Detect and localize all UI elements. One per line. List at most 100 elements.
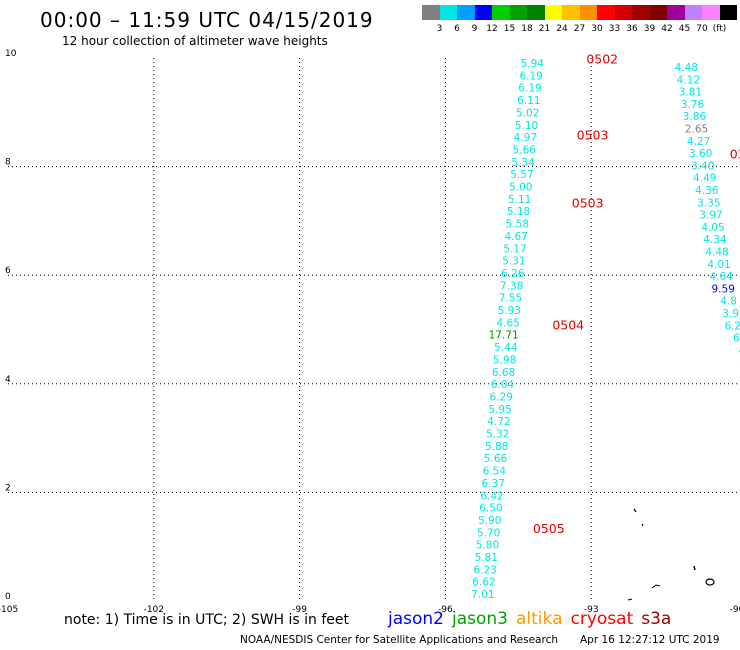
colorbar-label: 42 [661, 24, 673, 34]
swh-value: 5.66 [513, 144, 537, 156]
swh-value: 5.58 [506, 219, 529, 231]
colorbar-label: (ft) [712, 24, 727, 34]
swh-value: 4.34 [703, 234, 727, 246]
footer-note: note: 1) Time is in UTC; 2) SWH is in fe… [64, 612, 350, 628]
y-tick-label: 2 [5, 483, 11, 493]
swh-value: 6.37 [482, 478, 505, 490]
swh-value: 5.34 [511, 157, 535, 169]
colorbar-label: 12 [486, 24, 498, 34]
swh-value: 4.05 [701, 222, 724, 234]
colorbar-swatch [562, 5, 580, 20]
swh-value: 4.01 [707, 259, 730, 271]
time-label: 0502 [586, 51, 618, 66]
colorbar-swatch [614, 5, 632, 20]
swh-value: 3.97 [699, 210, 722, 222]
swh-value: 4.49 [693, 173, 716, 185]
x-tick-label: -105 [0, 605, 18, 615]
x-tick-label: -90 [730, 605, 740, 615]
swh-value: 5.98 [493, 354, 516, 366]
swh-value: 6.42 [480, 490, 503, 502]
swh-value: 4.97 [514, 132, 537, 144]
swh-value: 6.11 [517, 95, 540, 107]
colorbar-label: 27 [573, 24, 586, 34]
swh-value: 6.19 [518, 83, 541, 95]
colorbar-label: 36 [626, 24, 638, 34]
swh-value: 6.2 [724, 320, 740, 332]
coastline [627, 508, 715, 601]
colorbar-label: 39 [643, 24, 656, 34]
satellite-legend-item: jason3 [452, 609, 508, 629]
satellite-legend-item: jason2 [388, 609, 444, 629]
x-tick-label: -96 [438, 605, 453, 615]
y-tick-label: 10 [5, 49, 17, 59]
y-tick-label: 6 [5, 266, 11, 276]
swh-value: 4.8 [720, 296, 737, 308]
colorbar-label: 45 [678, 24, 691, 34]
swh-value: 4.48 [675, 62, 698, 74]
swh-value: 5.88 [485, 441, 508, 453]
swh-value: 5.10 [515, 120, 538, 132]
coastline-island [633, 508, 637, 513]
swh-value: 5.90 [478, 515, 501, 527]
swh-value: 6.50 [479, 503, 502, 515]
footer-timestamp: Apr 16 12:27:12 UTC 2019 [580, 634, 720, 646]
footer-credit: NOAA/NESDIS Center for Satellite Applica… [240, 634, 558, 646]
swh-value: 6.29 [490, 391, 513, 403]
swh-value: 3.81 [679, 87, 702, 99]
colorbar-swatch [509, 5, 527, 20]
swh-value: 3.86 [683, 111, 707, 123]
time-label: 0505 [533, 521, 565, 536]
chart-subtitle: 12 hour collection of altimeter wave hei… [62, 34, 328, 48]
swh-value: 5.93 [498, 305, 521, 317]
time-label: 0504 [552, 318, 584, 333]
colorbar-swatch [649, 5, 667, 20]
colorbar-label: 24 [556, 24, 568, 34]
swh-value: 5.81 [475, 552, 498, 564]
colorbar-swatch [702, 5, 720, 20]
swh-value: 4 [738, 345, 740, 357]
time-label: 0503 [572, 195, 604, 210]
swh-value: 3.9 [722, 308, 739, 320]
colorbar-label: 3 [436, 24, 443, 34]
colorbar-swatch [632, 5, 650, 20]
coastline-shore [627, 598, 633, 601]
colorbar-label: 30 [591, 24, 603, 34]
swh-value: 6.62 [472, 577, 495, 589]
satellite-legend-item: cryosat [570, 609, 634, 629]
y-tick-label: 8 [5, 158, 11, 168]
swh-value: 7.01 [471, 589, 494, 601]
swh-value: 6.04 [491, 379, 515, 391]
swh-value: 4.27 [687, 136, 710, 148]
swh-value: 6.68 [492, 367, 515, 379]
swh-value: 7.38 [500, 280, 523, 292]
swh-value: 5.02 [516, 107, 539, 119]
swh-value: 3.60 [689, 148, 712, 160]
swh-value: 2.65 [685, 124, 708, 136]
swh-value: 5.80 [476, 540, 499, 552]
swh-value: 9.59 [712, 283, 735, 295]
coastline-island [641, 523, 644, 527]
colorbar-swatch [474, 5, 492, 20]
map-grid [8, 58, 737, 601]
chart-title: 00:00 – 11:59 UTC 04/15/2019 [40, 8, 374, 32]
satellite-legend-item: s3a [641, 609, 672, 629]
colorbar-swatch [457, 5, 475, 20]
swh-value: 6.26 [501, 268, 525, 280]
swh-value: 3.40 [691, 160, 714, 172]
swh-value: 4.48 [705, 247, 728, 259]
swh-value: 4.65 [496, 317, 519, 329]
swh-value: 5.95 [488, 404, 511, 416]
satellite-legend: jason2 jason3 altika cryosat s3a [388, 609, 679, 629]
swh-value: 5.31 [502, 256, 525, 268]
satellite-legend-item: altika [516, 609, 563, 629]
swh-value: 3.76 [681, 99, 705, 111]
x-tick-label: -99 [292, 605, 307, 615]
coastline-island [705, 578, 715, 586]
swh-value: 4.36 [695, 185, 719, 197]
colorbar-swatch [492, 5, 510, 20]
swh-value: 6.54 [483, 466, 507, 478]
swh-value: 5.18 [507, 206, 530, 218]
time-labels: 0502 0503 0503 0504 0505 03 [533, 51, 740, 536]
swh-value: 6. [733, 333, 740, 345]
